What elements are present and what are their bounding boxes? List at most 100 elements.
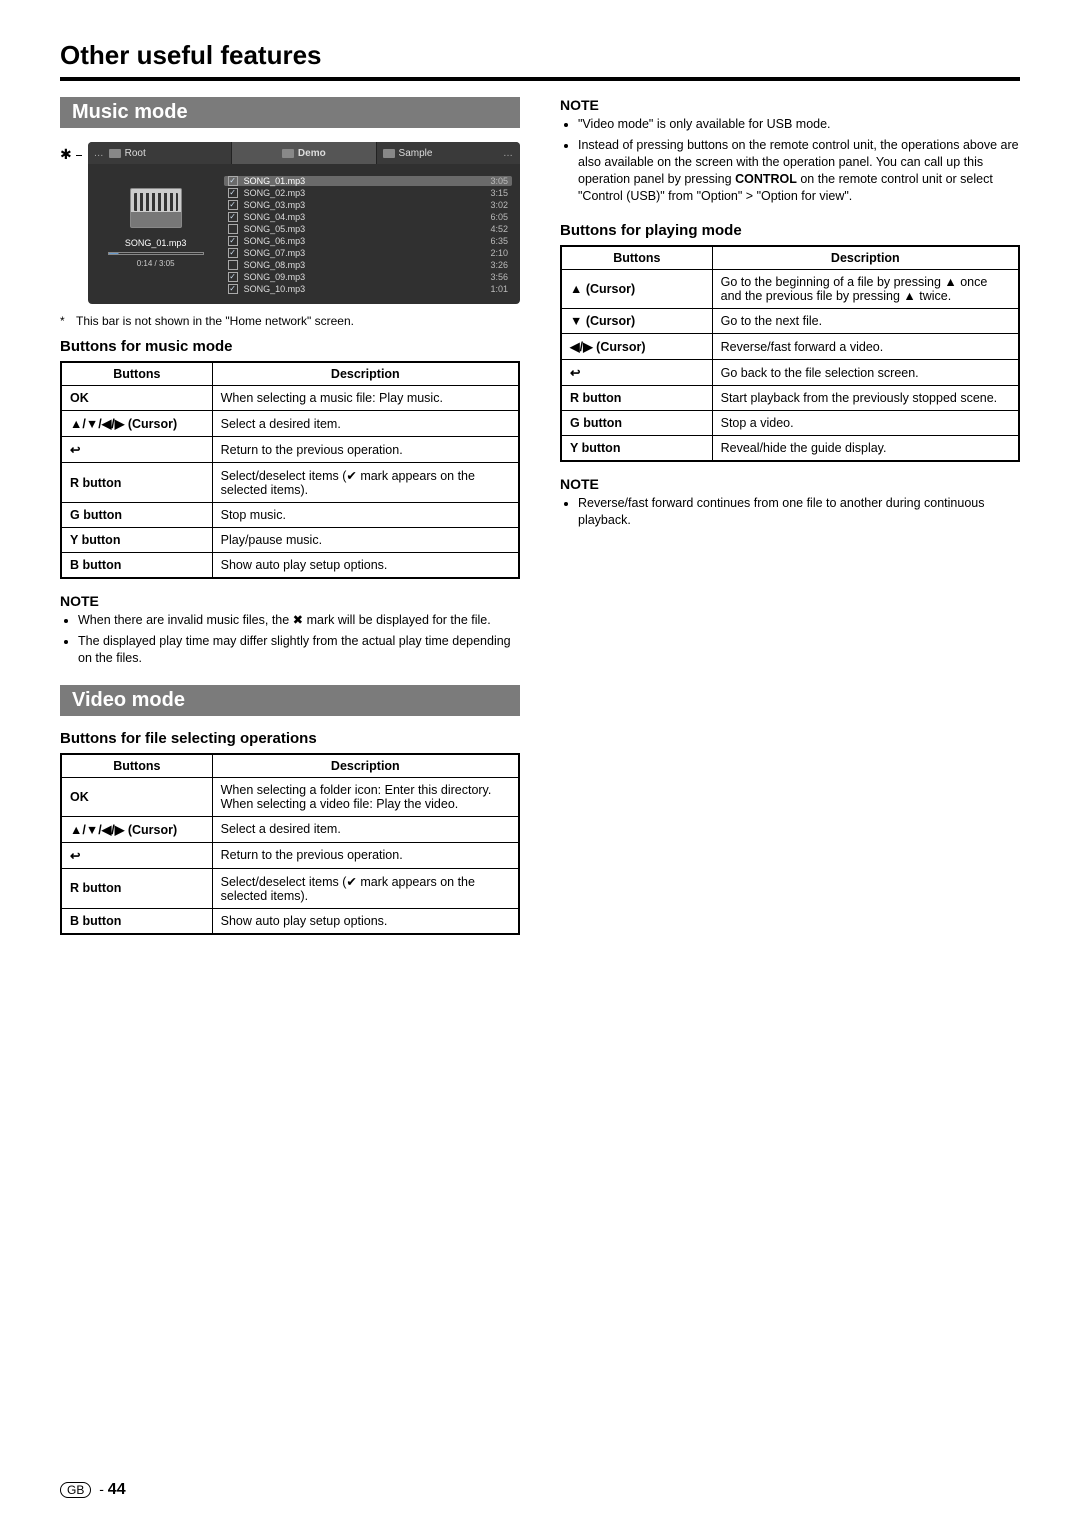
album-art-icon [130, 188, 182, 228]
button-cell: ◀/▶ (Cursor) [561, 334, 712, 360]
button-cell: ▲ (Cursor) [561, 270, 712, 309]
table-row: R buttonStart playback from the previous… [561, 386, 1019, 411]
right-column: NOTE "Video mode" is only available for … [560, 97, 1020, 949]
description-cell: Go to the next file. [712, 309, 1019, 334]
note-item: "Video mode" is only available for USB m… [578, 116, 1020, 133]
song-duration: 6:05 [490, 212, 508, 222]
now-playing-pane: SONG_01.mp3 0:14 / 3:05 [96, 176, 216, 294]
description-cell: Return to the previous operation. [212, 437, 519, 463]
table-row: OKWhen selecting a folder icon: Enter th… [61, 777, 519, 816]
table-row: R buttonSelect/deselect items (✔ mark ap… [61, 868, 519, 908]
note-item: When there are invalid music files, the … [78, 612, 520, 629]
song-duration: 3:26 [490, 260, 508, 270]
table-row: R buttonSelect/deselect items (✔ mark ap… [61, 463, 519, 503]
breadcrumb-demo: Demo [232, 142, 376, 164]
folder-icon [282, 149, 294, 158]
song-row: ✓ SONG_06.mp3 6:35 [224, 236, 512, 246]
table-row: B buttonShow auto play setup options. [61, 908, 519, 934]
checkbox-icon: ✓ [228, 236, 238, 246]
song-duration: 6:35 [490, 236, 508, 246]
description-cell: Stop a video. [712, 411, 1019, 436]
video-note2: NOTE Reverse/fast forward continues from… [560, 476, 1020, 529]
description-cell: Select/deselect items (✔ mark appears on… [212, 463, 519, 503]
checkbox-icon [228, 224, 238, 234]
description-cell: Play/pause music. [212, 528, 519, 553]
description-cell: Show auto play setup options. [212, 553, 519, 579]
table-row: ↩Return to the previous operation. [61, 842, 519, 868]
music-buttons-table: Buttons Description OKWhen selecting a m… [60, 361, 520, 579]
table-row: B buttonShow auto play setup options. [61, 553, 519, 579]
page-number: 44 [108, 1481, 126, 1498]
song-row: ✓SONG_10.mp31:01 [224, 284, 512, 294]
description-cell: Go back to the file selection screen. [712, 360, 1019, 386]
description-cell: Stop music. [212, 503, 519, 528]
checkbox-icon: ✓ [228, 284, 238, 294]
button-cell: B button [61, 908, 212, 934]
button-cell: R button [61, 463, 212, 503]
col-header-description: Description [212, 754, 519, 778]
now-playing-time: 0:14 / 3:05 [96, 259, 216, 268]
song-name: SONG_05.mp3 [244, 224, 485, 234]
song-row: ✓SONG_07.mp32:10 [224, 248, 512, 258]
table-row: Y buttonPlay/pause music. [61, 528, 519, 553]
button-cell: ▼ (Cursor) [561, 309, 712, 334]
video-note1: NOTE "Video mode" is only available for … [560, 97, 1020, 204]
song-name: SONG_09.mp3 [244, 272, 485, 282]
button-cell: ▲/▼/◀/▶ (Cursor) [61, 816, 212, 842]
page-title: Other useful features [60, 40, 1020, 81]
song-list: ✓SONG_01.mp33:05✓SONG_02.mp33:15✓SONG_03… [224, 176, 512, 294]
note-heading: NOTE [60, 593, 520, 609]
breadcrumb-root: … Root [88, 142, 232, 164]
footnote: This bar is not shown in the "Home netwo… [60, 314, 520, 328]
music-player-mock: … Root Demo Sample … [88, 142, 520, 304]
col-header-buttons: Buttons [61, 362, 212, 386]
song-row: ✓SONG_02.mp33:15 [224, 188, 512, 198]
checkbox-icon: ✓ [228, 188, 238, 198]
button-cell: Y button [561, 436, 712, 462]
description-cell: Show auto play setup options. [212, 908, 519, 934]
button-cell: ▲/▼/◀/▶ (Cursor) [61, 411, 212, 437]
song-row: ✓SONG_01.mp33:05 [224, 176, 512, 186]
table-row: ◀/▶ (Cursor)Reverse/fast forward a video… [561, 334, 1019, 360]
video-fileselect-table: Buttons Description OKWhen selecting a f… [60, 753, 520, 935]
song-duration: 3:56 [490, 272, 508, 282]
song-duration: 3:05 [490, 176, 508, 186]
button-cell: OK [61, 777, 212, 816]
video-playmode-table: Buttons Description ▲ (Cursor)Go to the … [560, 245, 1020, 462]
checkbox-icon: ✓ [228, 272, 238, 282]
button-cell: B button [61, 553, 212, 579]
song-duration: 4:52 [490, 224, 508, 234]
table-row: ▲/▼/◀/▶ (Cursor)Select a desired item. [61, 411, 519, 437]
note-item: Instead of pressing buttons on the remot… [578, 137, 1020, 205]
col-header-description: Description [212, 362, 519, 386]
description-cell: When selecting a folder icon: Enter this… [212, 777, 519, 816]
song-name: SONG_04.mp3 [244, 212, 485, 222]
song-name: SONG_06.mp3 [244, 236, 485, 246]
song-name: SONG_08.mp3 [244, 260, 485, 270]
now-playing-title: SONG_01.mp3 [96, 238, 216, 248]
table-row: ▲/▼/◀/▶ (Cursor)Select a desired item. [61, 816, 519, 842]
note-item: Reverse/fast forward continues from one … [578, 495, 1020, 529]
folder-icon [383, 149, 395, 158]
song-name: SONG_02.mp3 [244, 188, 485, 198]
description-cell: Start playback from the previously stopp… [712, 386, 1019, 411]
table-row: G buttonStop a video. [561, 411, 1019, 436]
checkbox-icon: ✓ [228, 200, 238, 210]
music-mode-heading: Music mode [60, 97, 520, 128]
table-row: ▲ (Cursor)Go to the beginning of a file … [561, 270, 1019, 309]
song-name: SONG_03.mp3 [244, 200, 485, 210]
song-row: SONG_08.mp3 3:26 [224, 260, 512, 270]
note-heading: NOTE [560, 476, 1020, 492]
col-header-buttons: Buttons [561, 246, 712, 270]
music-notes: NOTE When there are invalid music files,… [60, 593, 520, 667]
button-cell: R button [61, 868, 212, 908]
song-row: SONG_05.mp3 4:52 [224, 224, 512, 234]
description-cell: Select/deselect items (✔ mark appears on… [212, 868, 519, 908]
asterisk-marker: ✱ [60, 142, 82, 163]
video-table1-heading: Buttons for file selecting operations [60, 730, 520, 747]
button-cell: R button [561, 386, 712, 411]
song-row: ✓SONG_04.mp36:05 [224, 212, 512, 222]
checkbox-icon: ✓ [228, 248, 238, 258]
note-heading: NOTE [560, 97, 1020, 113]
description-cell: When selecting a music file: Play music. [212, 386, 519, 411]
